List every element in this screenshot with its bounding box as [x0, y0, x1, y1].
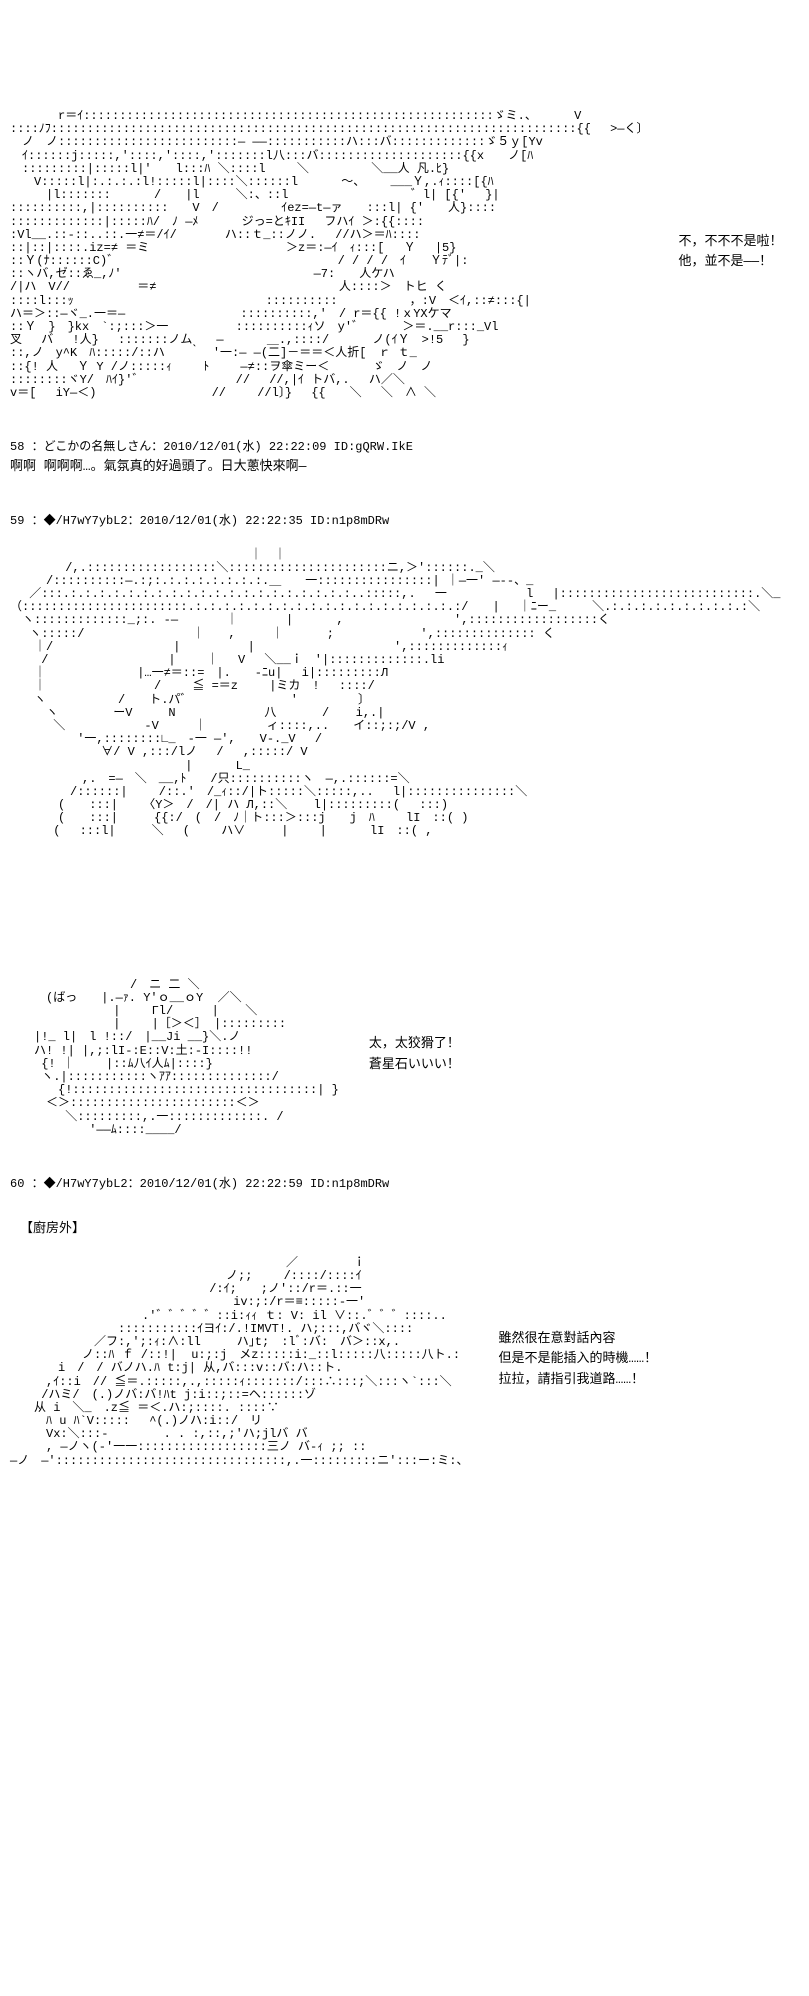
post-info: ：どこかの名無しさん：2010/12/01(水) 22:22:09 ID:gQR… [32, 440, 413, 454]
post-body-58: 啊啊 啊啊啊…。氣氛真的好過頭了。日大蔥快來啊― [10, 459, 799, 475]
aa-block-60: ／ ｉ ノ;; /::::/::::ｲ /:ｲ; ;ノ'::/r＝.::一 iv… [10, 1257, 799, 1468]
post-57: r＝ｲ:::::::::::::::::::::::::::::::::::::… [10, 110, 799, 400]
post-number: 58 [10, 440, 24, 454]
dialogue-line: 但是不是能插入的時機……！ [498, 1352, 657, 1366]
dialogue-line: 太，太狡猾了！ [369, 1037, 460, 1051]
post-header-58: 58 ：どこかの名無しさん：2010/12/01(水) 22:22:09 ID:… [10, 440, 799, 454]
dialogue-59b: 太，太狡猾了！ 蒼星石いいい！ [369, 1037, 460, 1078]
ascii-art-60: ／ ｉ ノ;; /::::/::::ｲ /:ｲ; ;ノ'::/r＝.::一 iv… [10, 1257, 468, 1468]
post-58: 58 ：どこかの名無しさん：2010/12/01(水) 22:22:09 ID:… [10, 440, 799, 474]
dialogue-line: 蒼星石いいい！ [369, 1058, 460, 1072]
dialogue-60: 雖然很在意對話內容 但是不是能插入的時機……！ 拉拉，請指引我道路……！ [498, 1332, 657, 1393]
ascii-art-59b: / ニ 二 ＼ (ばっ |.―ｧ. Y'ｏ__ｏY ／＼ | Γl/ | ＼ |… [10, 979, 339, 1137]
dialogue-line: 不，不不不是啦！ [679, 235, 783, 249]
post-info: ：◆/H7wY7ybL2：2010/12/01(水) 22:22:59 ID:n… [32, 1177, 390, 1191]
aa-block-59a: ｜ ｜ /,.::::::::::::::::::＼::::::::::::::… [10, 549, 799, 839]
dialogue-57: 不，不不不是啦！ 他，並不是――！ [679, 235, 783, 276]
post-header-59: 59 ：◆/H7wY7ybL2：2010/12/01(水) 22:22:35 I… [10, 514, 799, 528]
post-info: ：◆/H7wY7ybL2：2010/12/01(水) 22:22:35 ID:n… [32, 514, 390, 528]
post-header-60: 60 ：◆/H7wY7ybL2：2010/12/01(水) 22:22:59 I… [10, 1177, 799, 1191]
post-number: 59 [10, 514, 24, 528]
scene-label: 【廚房外】 [20, 1221, 799, 1237]
post-60: 60 ：◆/H7wY7ybL2：2010/12/01(水) 22:22:59 I… [10, 1177, 799, 1468]
aa-block-57: r＝ｲ:::::::::::::::::::::::::::::::::::::… [10, 110, 799, 400]
dialogue-line: 他，並不是――！ [679, 255, 783, 269]
ascii-art-59a: ｜ ｜ /,.::::::::::::::::::＼::::::::::::::… [10, 549, 781, 839]
dialogue-line: 雖然很在意對話內容 [498, 1332, 657, 1346]
ascii-art-57: r＝ｲ:::::::::::::::::::::::::::::::::::::… [10, 110, 649, 400]
aa-block-59b: / ニ 二 ＼ (ばっ |.―ｧ. Y'ｏ__ｏY ／＼ | Γl/ | ＼ |… [10, 979, 799, 1137]
dialogue-line: 拉拉，請指引我道路……！ [498, 1373, 657, 1387]
post-59: 59 ：◆/H7wY7ybL2：2010/12/01(水) 22:22:35 I… [10, 514, 799, 1137]
post-number: 60 [10, 1177, 24, 1191]
